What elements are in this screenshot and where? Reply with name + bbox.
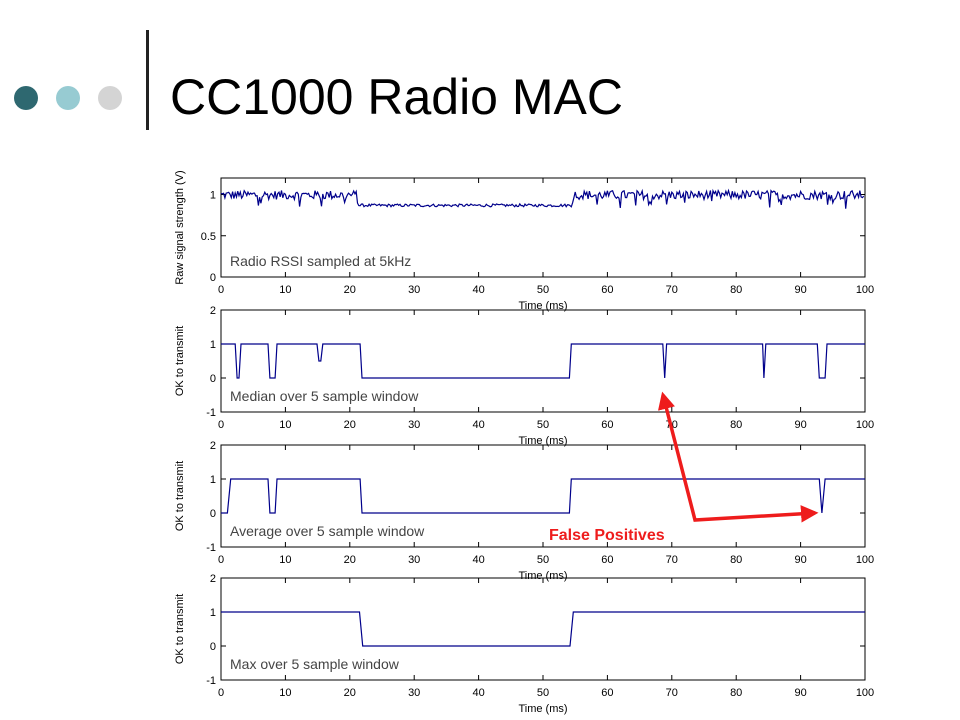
panel-annotation: Median over 5 sample window	[230, 388, 419, 404]
x-tick-label: 50	[537, 284, 549, 296]
series-line	[220, 188, 865, 209]
y-tick-label: -1	[206, 542, 216, 554]
x-tick-label: 80	[730, 554, 742, 566]
y-tick-label: 2	[210, 573, 216, 585]
x-tick-label: 10	[279, 284, 291, 296]
x-tick-label: 60	[601, 687, 613, 699]
x-tick-label: 90	[794, 284, 806, 296]
y-axis-title: OK to transmit	[174, 326, 186, 396]
x-tick-label: 40	[472, 284, 484, 296]
panel-annotation: Radio RSSI sampled at 5kHz	[230, 253, 411, 269]
panel-annotation: Average over 5 sample window	[230, 523, 425, 539]
x-tick-label: 100	[856, 284, 874, 296]
y-tick-label: 1	[210, 339, 216, 351]
x-tick-label: 80	[730, 687, 742, 699]
x-tick-label: 30	[408, 284, 420, 296]
x-tick-label: 10	[279, 419, 291, 431]
x-axis-title: Time (ms)	[518, 300, 567, 312]
x-tick-label: 20	[344, 687, 356, 699]
y-tick-label: -1	[206, 407, 216, 419]
x-tick-label: 10	[279, 687, 291, 699]
y-tick-label: 2	[210, 440, 216, 452]
series-line	[221, 478, 865, 514]
x-tick-label: 50	[537, 554, 549, 566]
x-tick-label: 100	[856, 419, 874, 431]
x-tick-label: 10	[279, 554, 291, 566]
y-axis-title: OK to transmit	[174, 461, 186, 531]
bullet-dot-3	[98, 86, 122, 110]
y-tick-label: 2	[210, 305, 216, 317]
x-tick-label: 0	[218, 419, 224, 431]
x-tick-label: 60	[601, 284, 613, 296]
y-tick-label: 0	[210, 272, 216, 284]
x-tick-label: 40	[472, 419, 484, 431]
x-tick-label: 30	[408, 419, 420, 431]
callout-arrow	[657, 391, 819, 523]
y-tick-label: 0	[210, 508, 216, 520]
x-tick-label: 90	[794, 554, 806, 566]
x-tick-label: 40	[472, 554, 484, 566]
x-tick-label: 20	[344, 554, 356, 566]
x-tick-label: 50	[537, 419, 549, 431]
x-tick-label: 90	[794, 419, 806, 431]
bullet-dot-2	[56, 86, 80, 110]
x-tick-label: 0	[218, 284, 224, 296]
y-tick-label: 1	[210, 190, 216, 202]
y-tick-label: 0.5	[201, 231, 216, 243]
series-line	[221, 343, 865, 379]
title-divider	[146, 30, 149, 130]
callout-label: False Positives	[549, 527, 665, 544]
series-line	[221, 611, 865, 647]
x-tick-label: 70	[666, 554, 678, 566]
y-tick-label: 1	[210, 474, 216, 486]
x-tick-label: 70	[666, 687, 678, 699]
x-tick-label: 60	[601, 419, 613, 431]
y-tick-label: 0	[210, 641, 216, 653]
x-tick-label: 100	[856, 554, 874, 566]
panel-annotation: Max over 5 sample window	[230, 656, 400, 672]
slide-title: CC1000 Radio MAC	[170, 69, 623, 125]
x-tick-label: 30	[408, 554, 420, 566]
x-axis-title: Time (ms)	[518, 570, 567, 582]
y-axis-title: OK to transmit	[174, 594, 186, 664]
x-tick-label: 70	[666, 284, 678, 296]
x-tick-label: 40	[472, 687, 484, 699]
y-axis-title: Raw signal strength (V)	[174, 170, 186, 284]
y-tick-label: 0	[210, 373, 216, 385]
x-tick-label: 90	[794, 687, 806, 699]
x-tick-label: 0	[218, 687, 224, 699]
x-tick-label: 80	[730, 419, 742, 431]
x-tick-label: 60	[601, 554, 613, 566]
x-axis-title: Time (ms)	[518, 435, 567, 447]
x-tick-label: 50	[537, 687, 549, 699]
x-axis-title: Time (ms)	[518, 703, 567, 715]
false-positives-callout: False Positives	[549, 391, 819, 544]
x-tick-label: 100	[856, 687, 874, 699]
x-tick-label: 0	[218, 554, 224, 566]
x-tick-label: 20	[344, 419, 356, 431]
x-tick-label: 20	[344, 284, 356, 296]
y-tick-label: 1	[210, 607, 216, 619]
x-tick-label: 30	[408, 687, 420, 699]
x-tick-label: 80	[730, 284, 742, 296]
bullet-dot-1	[14, 86, 38, 110]
chart-panel-1: 0 10 20 30 40 50 60 70 80 90 100 0 0.5 1 Time (ms) Raw …	[174, 170, 874, 312]
y-tick-label: -1	[206, 675, 216, 687]
